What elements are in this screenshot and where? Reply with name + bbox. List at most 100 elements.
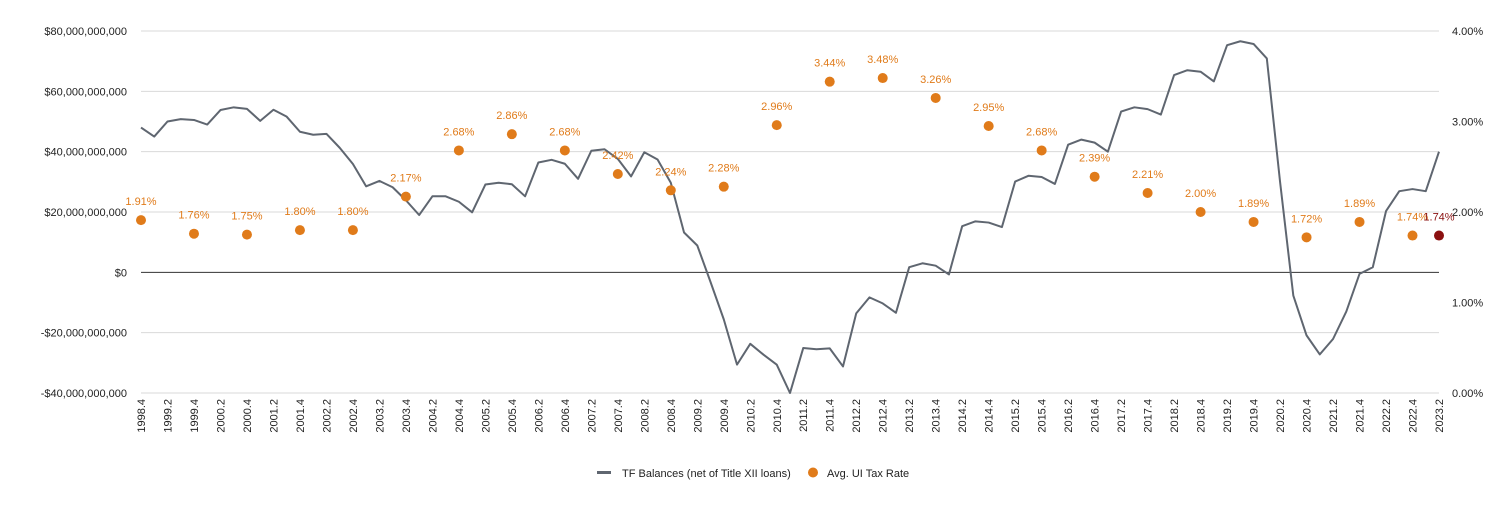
tax-rate-data-label: 2.00% — [1185, 188, 1216, 200]
x-tick-label: 2002.2 — [321, 399, 333, 433]
x-tick-label: 2016.4 — [1090, 399, 1102, 433]
tax-rate-data-label: 1.89% — [1344, 198, 1375, 210]
left-y-tick-label: $60,000,000,000 — [44, 86, 127, 98]
tax-rate-point — [1089, 171, 1100, 182]
x-tick-label: 2017.2 — [1116, 399, 1128, 433]
x-tick-label: 2008.2 — [639, 399, 651, 433]
tax-rate-point — [983, 121, 994, 132]
x-tick-label: 2019.2 — [1222, 399, 1234, 433]
left-y-tick-label: $80,000,000,000 — [44, 26, 127, 38]
tax-rate-point — [771, 120, 782, 131]
x-tick-label: 2018.2 — [1169, 399, 1181, 433]
x-tick-label: 2008.4 — [666, 399, 678, 433]
x-tick-label: 2018.4 — [1196, 399, 1208, 433]
left-y-tick-label: -$40,000,000,000 — [41, 388, 127, 400]
x-tick-label: 2021.4 — [1355, 399, 1367, 433]
x-tick-label: 2007.4 — [613, 399, 625, 433]
tax-rate-point — [506, 129, 517, 140]
left-y-axis: $80,000,000,000 $60,000,000,000 $40,000,00… — [41, 26, 127, 400]
tf-balance-line — [140, 40, 1440, 394]
x-tick-label: 2004.4 — [454, 399, 466, 433]
tax-rate-point — [347, 225, 358, 236]
x-tick-label: 2004.2 — [427, 399, 439, 433]
x-tick-label: 2014.2 — [957, 399, 969, 433]
right-y-tick-label: 4.00% — [1452, 26, 1483, 38]
left-y-tick-label: $40,000,000,000 — [44, 147, 127, 159]
tax-rate-point — [453, 145, 464, 156]
tax-rate-point — [665, 185, 676, 196]
x-tick-label: 2020.2 — [1275, 399, 1287, 433]
tax-rate-data-label: 1.74% — [1423, 212, 1454, 224]
tax-rate-point — [294, 225, 305, 236]
tax-rate-point — [1301, 232, 1312, 243]
x-tick-label: 2021.2 — [1328, 399, 1340, 433]
x-tick-label: 2005.4 — [507, 399, 519, 433]
x-tick-label: 2011.4 — [825, 399, 837, 432]
legend-label-tf-balances: TF Balances (net of Title XII loans) — [622, 468, 791, 480]
x-tick-label: 2000.2 — [215, 399, 227, 433]
right-y-tick-label: 0.00% — [1452, 388, 1483, 400]
tax-rate-data-label: 1.80% — [284, 206, 315, 218]
tax-rate-data-label: 2.21% — [1132, 169, 1163, 181]
tax-rate-data-label: 3.26% — [920, 74, 951, 86]
tax-rate-point — [559, 145, 570, 156]
right-y-tick-label: 3.00% — [1452, 117, 1483, 129]
x-tick-label: 2013.4 — [931, 399, 943, 433]
x-tick-label: 2007.2 — [586, 399, 598, 433]
left-y-tick-label: $20,000,000,000 — [44, 207, 127, 219]
x-tick-label: 2014.4 — [984, 399, 996, 433]
x-tick-label: 2015.2 — [1010, 399, 1022, 433]
tax-rate-data-label: 2.39% — [1079, 153, 1110, 165]
x-axis: 1998.4 1999.2 1999.4 2000.2 2000.4 2001.2 2001… — [136, 399, 1446, 433]
right-y-tick-label: 1.00% — [1452, 298, 1483, 310]
legend-swatch-tf-balances — [597, 471, 611, 474]
tax-rate-point — [241, 229, 252, 240]
tax-rate-data-label: 2.86% — [496, 110, 527, 122]
tax-rate-point — [1354, 216, 1365, 227]
x-tick-label: 2006.4 — [560, 399, 572, 433]
x-tick-label: 2013.2 — [904, 399, 916, 433]
tax-rate-point — [136, 215, 146, 226]
chart-legend: TF Balances (net of Title XII loans) Avg… — [597, 467, 909, 480]
x-tick-label: 2012.4 — [878, 399, 890, 433]
x-tick-label: 1998.4 — [136, 399, 148, 433]
tax-rate-data-label: 2.68% — [443, 126, 474, 138]
gridlines — [141, 30, 1439, 394]
tax-rate-series: 1.91% 1.76% 1.75% 1.80% 1.80% 2.17% 2.68% 2.86%… — [125, 54, 1455, 243]
x-tick-label: 2012.2 — [851, 399, 863, 433]
tax-rate-data-label: 1.75% — [231, 211, 262, 223]
tax-rate-point — [1195, 207, 1206, 217]
tax-rate-point — [1142, 187, 1153, 198]
x-tick-label: 2022.4 — [1408, 399, 1420, 433]
x-tick-label: 2005.2 — [480, 399, 492, 433]
x-tick-label: 2001.4 — [295, 399, 307, 433]
x-tick-label: 2020.4 — [1302, 399, 1314, 433]
right-y-axis: 4.00% 3.00% 2.00% 1.00% 0.00% — [1452, 26, 1483, 400]
x-tick-label: 2003.4 — [401, 399, 413, 433]
tax-rate-data-label: 2.68% — [1026, 126, 1057, 138]
tax-rate-data-label: 3.44% — [814, 58, 845, 70]
tax-rate-point — [188, 228, 199, 239]
x-tick-label: 2001.2 — [268, 399, 280, 433]
legend-label-tax-rate: Avg. UI Tax Rate — [827, 468, 909, 480]
x-tick-label: 2000.4 — [242, 399, 254, 433]
tax-rate-point — [400, 191, 411, 202]
tax-rate-data-label: 3.48% — [867, 54, 898, 66]
tax-rate-point — [612, 168, 623, 179]
tax-rate-data-label: 1.91% — [125, 196, 156, 208]
x-tick-label: 1999.4 — [189, 399, 201, 433]
tf-balance-series — [140, 40, 1440, 394]
tax-rate-data-label: 2.17% — [390, 173, 421, 185]
tax-rate-data-label: 2.24% — [655, 166, 686, 178]
left-y-tick-label: $0 — [115, 267, 127, 279]
x-tick-label: 2009.2 — [692, 399, 704, 433]
tax-rate-point — [1248, 216, 1259, 227]
tax-rate-data-label: 1.80% — [337, 206, 368, 218]
x-tick-label: 2006.2 — [533, 399, 545, 433]
tax-rate-point — [718, 181, 729, 192]
x-tick-label: 2010.2 — [745, 399, 757, 433]
tax-rate-point — [1036, 145, 1047, 156]
x-tick-label: 2017.4 — [1143, 399, 1155, 433]
